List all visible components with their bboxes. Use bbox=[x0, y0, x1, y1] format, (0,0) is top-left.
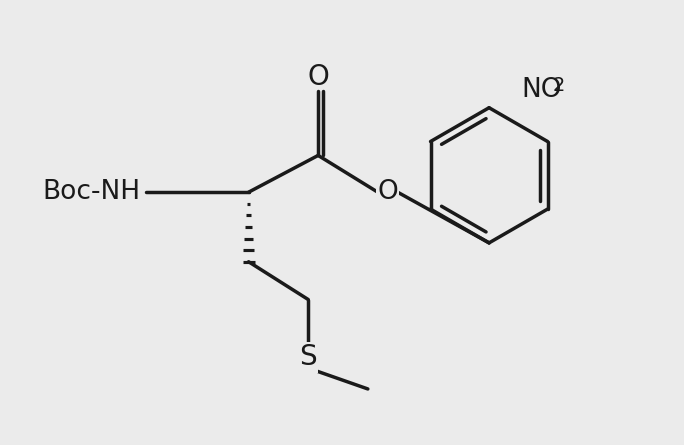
Text: NO: NO bbox=[521, 77, 562, 103]
Text: O: O bbox=[378, 179, 398, 205]
Text: Boc-NH: Boc-NH bbox=[42, 179, 141, 205]
Text: S: S bbox=[300, 343, 317, 371]
Text: 2: 2 bbox=[553, 77, 565, 95]
Text: O: O bbox=[307, 63, 329, 91]
